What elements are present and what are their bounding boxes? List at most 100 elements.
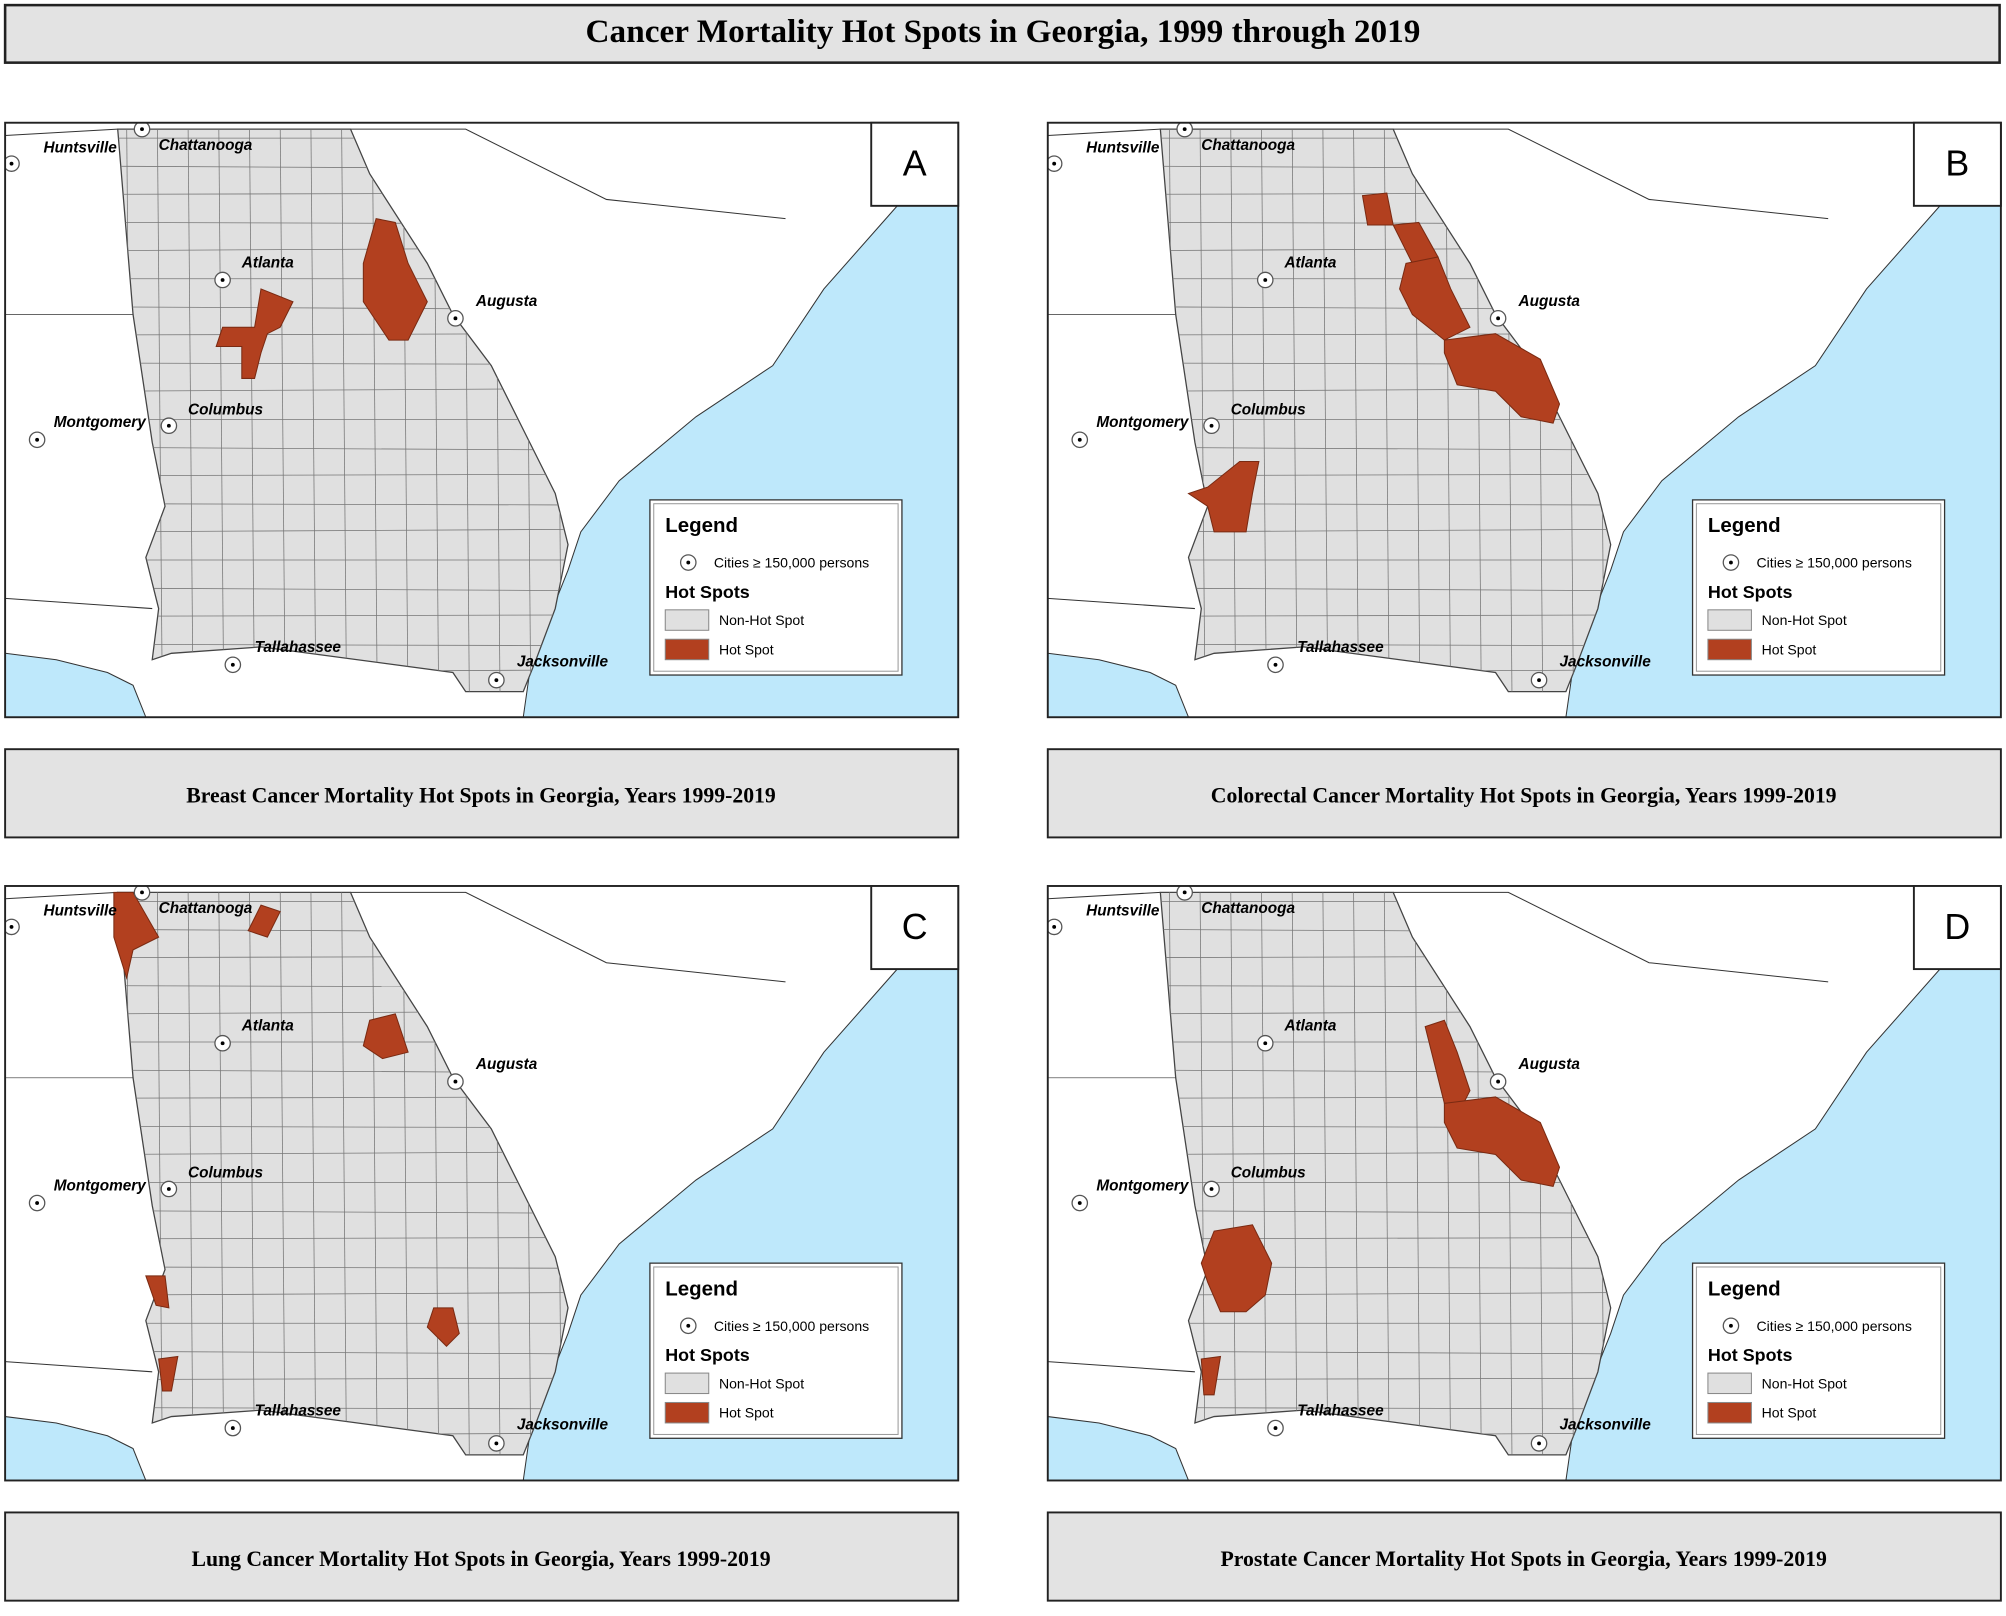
city-dot bbox=[1052, 924, 1057, 929]
county-line bbox=[1160, 643, 1611, 647]
georgia bbox=[117, 891, 569, 1456]
city-dot bbox=[1182, 127, 1187, 132]
city-dot bbox=[140, 127, 144, 132]
legend-city-dot bbox=[1729, 560, 1733, 565]
city-dot bbox=[1209, 423, 1214, 428]
county-line bbox=[1383, 892, 1390, 1455]
city-label: Jacksonville bbox=[517, 653, 609, 670]
gulf bbox=[5, 652, 147, 718]
county-line bbox=[1160, 587, 1611, 592]
legend-swatch bbox=[664, 609, 710, 631]
legend-item: Hot Spot bbox=[1762, 1405, 1817, 1421]
city-dot bbox=[220, 278, 225, 282]
city-dot bbox=[1263, 278, 1268, 282]
georgia bbox=[1159, 128, 1612, 693]
legend-title: Legend bbox=[665, 1277, 738, 1300]
city-dot bbox=[1273, 662, 1278, 667]
georgia bbox=[117, 128, 569, 693]
legend-cities: Cities ≥ 150,000 persons bbox=[1757, 555, 1912, 571]
state-line bbox=[1047, 597, 1195, 610]
county-line bbox=[117, 447, 569, 451]
gulf bbox=[5, 1416, 147, 1481]
state-line bbox=[5, 1361, 153, 1373]
city-label: Chattanooga bbox=[1201, 900, 1295, 917]
hot-spot-area bbox=[1443, 1096, 1561, 1188]
city-dot bbox=[230, 1426, 235, 1430]
legend-title: Legend bbox=[1708, 1277, 1781, 1300]
county-line bbox=[310, 892, 317, 1455]
county-line bbox=[117, 1266, 569, 1269]
figure-title: Cancer Mortality Hot Spots in Georgia, 1… bbox=[586, 13, 1421, 50]
legend-title: Legend bbox=[665, 514, 738, 537]
legend-cities: Cities ≥ 150,000 persons bbox=[714, 1318, 869, 1334]
georgia bbox=[1159, 891, 1612, 1456]
state-line bbox=[1393, 128, 1829, 220]
legend: Legend Cities ≥ 150,000 persons Hot Spots N… bbox=[1691, 499, 1946, 676]
county-line bbox=[117, 1407, 569, 1410]
city-label: Huntsville bbox=[1086, 903, 1160, 920]
state-line bbox=[350, 128, 786, 220]
city-label: Atlanta bbox=[241, 254, 294, 271]
legend-swatch bbox=[664, 1372, 710, 1395]
map-frame bbox=[1046, 121, 2002, 719]
county-line bbox=[117, 643, 569, 647]
legend-item: Non-Hot Spot bbox=[1762, 1375, 1847, 1391]
county-line bbox=[1199, 129, 1206, 692]
city-dot bbox=[494, 1441, 499, 1446]
map-frame bbox=[1046, 885, 2002, 1482]
city-label: Montgomery bbox=[54, 414, 147, 431]
hot-spot-area bbox=[1424, 1019, 1471, 1104]
legend-inner bbox=[653, 503, 899, 672]
map-frame bbox=[4, 885, 960, 1482]
city-dot bbox=[9, 924, 14, 929]
state-line bbox=[5, 128, 118, 137]
county-line bbox=[1322, 892, 1329, 1455]
county-line bbox=[341, 892, 348, 1455]
city-dot bbox=[1052, 161, 1057, 166]
city-label: Columbus bbox=[1231, 401, 1306, 418]
panel-letter-box bbox=[1912, 121, 2002, 207]
state-line bbox=[1047, 128, 1161, 137]
legend: Legend Cities ≥ 150,000 persons Hot Spots N… bbox=[1691, 1262, 1946, 1439]
legend-heading: Hot Spots bbox=[665, 582, 750, 602]
county-line bbox=[1291, 129, 1298, 692]
panel-letter-box bbox=[870, 121, 960, 207]
city-label: Huntsville bbox=[43, 903, 117, 920]
county-line bbox=[341, 129, 348, 692]
city-label: Augusta bbox=[475, 1056, 538, 1073]
legend-heading: Hot Spots bbox=[1708, 1345, 1793, 1365]
legend-item: Non-Hot Spot bbox=[1762, 612, 1847, 628]
county-line bbox=[117, 503, 569, 506]
city-dot bbox=[494, 678, 499, 683]
hot-spot-area bbox=[247, 904, 281, 938]
map-panel: Huntsville Chattanooga Atlanta Augusta Montg… bbox=[1046, 121, 2002, 839]
panel-letter: A bbox=[903, 144, 927, 184]
county-line bbox=[1322, 129, 1329, 692]
state-line bbox=[5, 597, 153, 610]
city-dot bbox=[453, 1079, 458, 1084]
panel-letter: B bbox=[1945, 144, 1969, 184]
title-box bbox=[3, 3, 2001, 64]
panel-letter: C bbox=[902, 907, 928, 947]
city-label: Tallahassee bbox=[1297, 1402, 1384, 1419]
city-dot bbox=[35, 437, 40, 442]
legend-swatch bbox=[664, 638, 710, 661]
city-dot bbox=[1077, 437, 1082, 442]
gulf bbox=[1047, 1416, 1190, 1481]
legend-item: Non-Hot Spot bbox=[719, 1375, 804, 1391]
city-label: Atlanta bbox=[1283, 1018, 1336, 1035]
city-dot bbox=[230, 662, 235, 667]
county-line bbox=[117, 388, 569, 392]
city-dot bbox=[1273, 1426, 1278, 1430]
legend: Legend Cities ≥ 150,000 persons Hot Spots N… bbox=[649, 1262, 903, 1439]
county-line bbox=[1353, 129, 1360, 692]
county-line bbox=[1414, 892, 1421, 1455]
city-label: Tallahassee bbox=[1297, 639, 1384, 656]
county-line bbox=[117, 1210, 569, 1214]
hot-spot-area bbox=[1443, 333, 1561, 424]
county-line bbox=[1353, 892, 1360, 1455]
county-line bbox=[1414, 129, 1421, 692]
county-line bbox=[371, 892, 378, 1455]
county-line bbox=[1160, 614, 1611, 617]
